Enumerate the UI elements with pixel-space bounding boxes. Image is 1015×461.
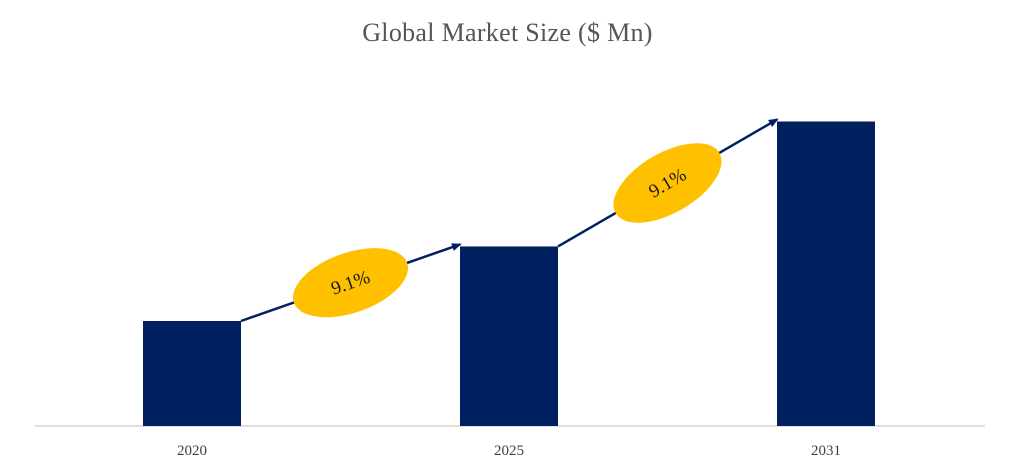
bar-2020 [143, 321, 241, 426]
cagr-badge-2: 9.1% [613, 143, 722, 223]
bar-2031 [777, 121, 875, 426]
cagr-badge-shape [293, 248, 408, 318]
x-tick-label-2020: 2020 [177, 443, 207, 459]
x-tick-label-2031: 2031 [811, 443, 841, 459]
cagr-badge-1: 9.1% [293, 248, 408, 318]
cagr-badge-shape [613, 143, 722, 223]
chart-title: Global Market Size ($ Mn) [362, 18, 653, 47]
x-tick-label-2025: 2025 [494, 443, 524, 459]
bar-2025 [460, 246, 558, 426]
